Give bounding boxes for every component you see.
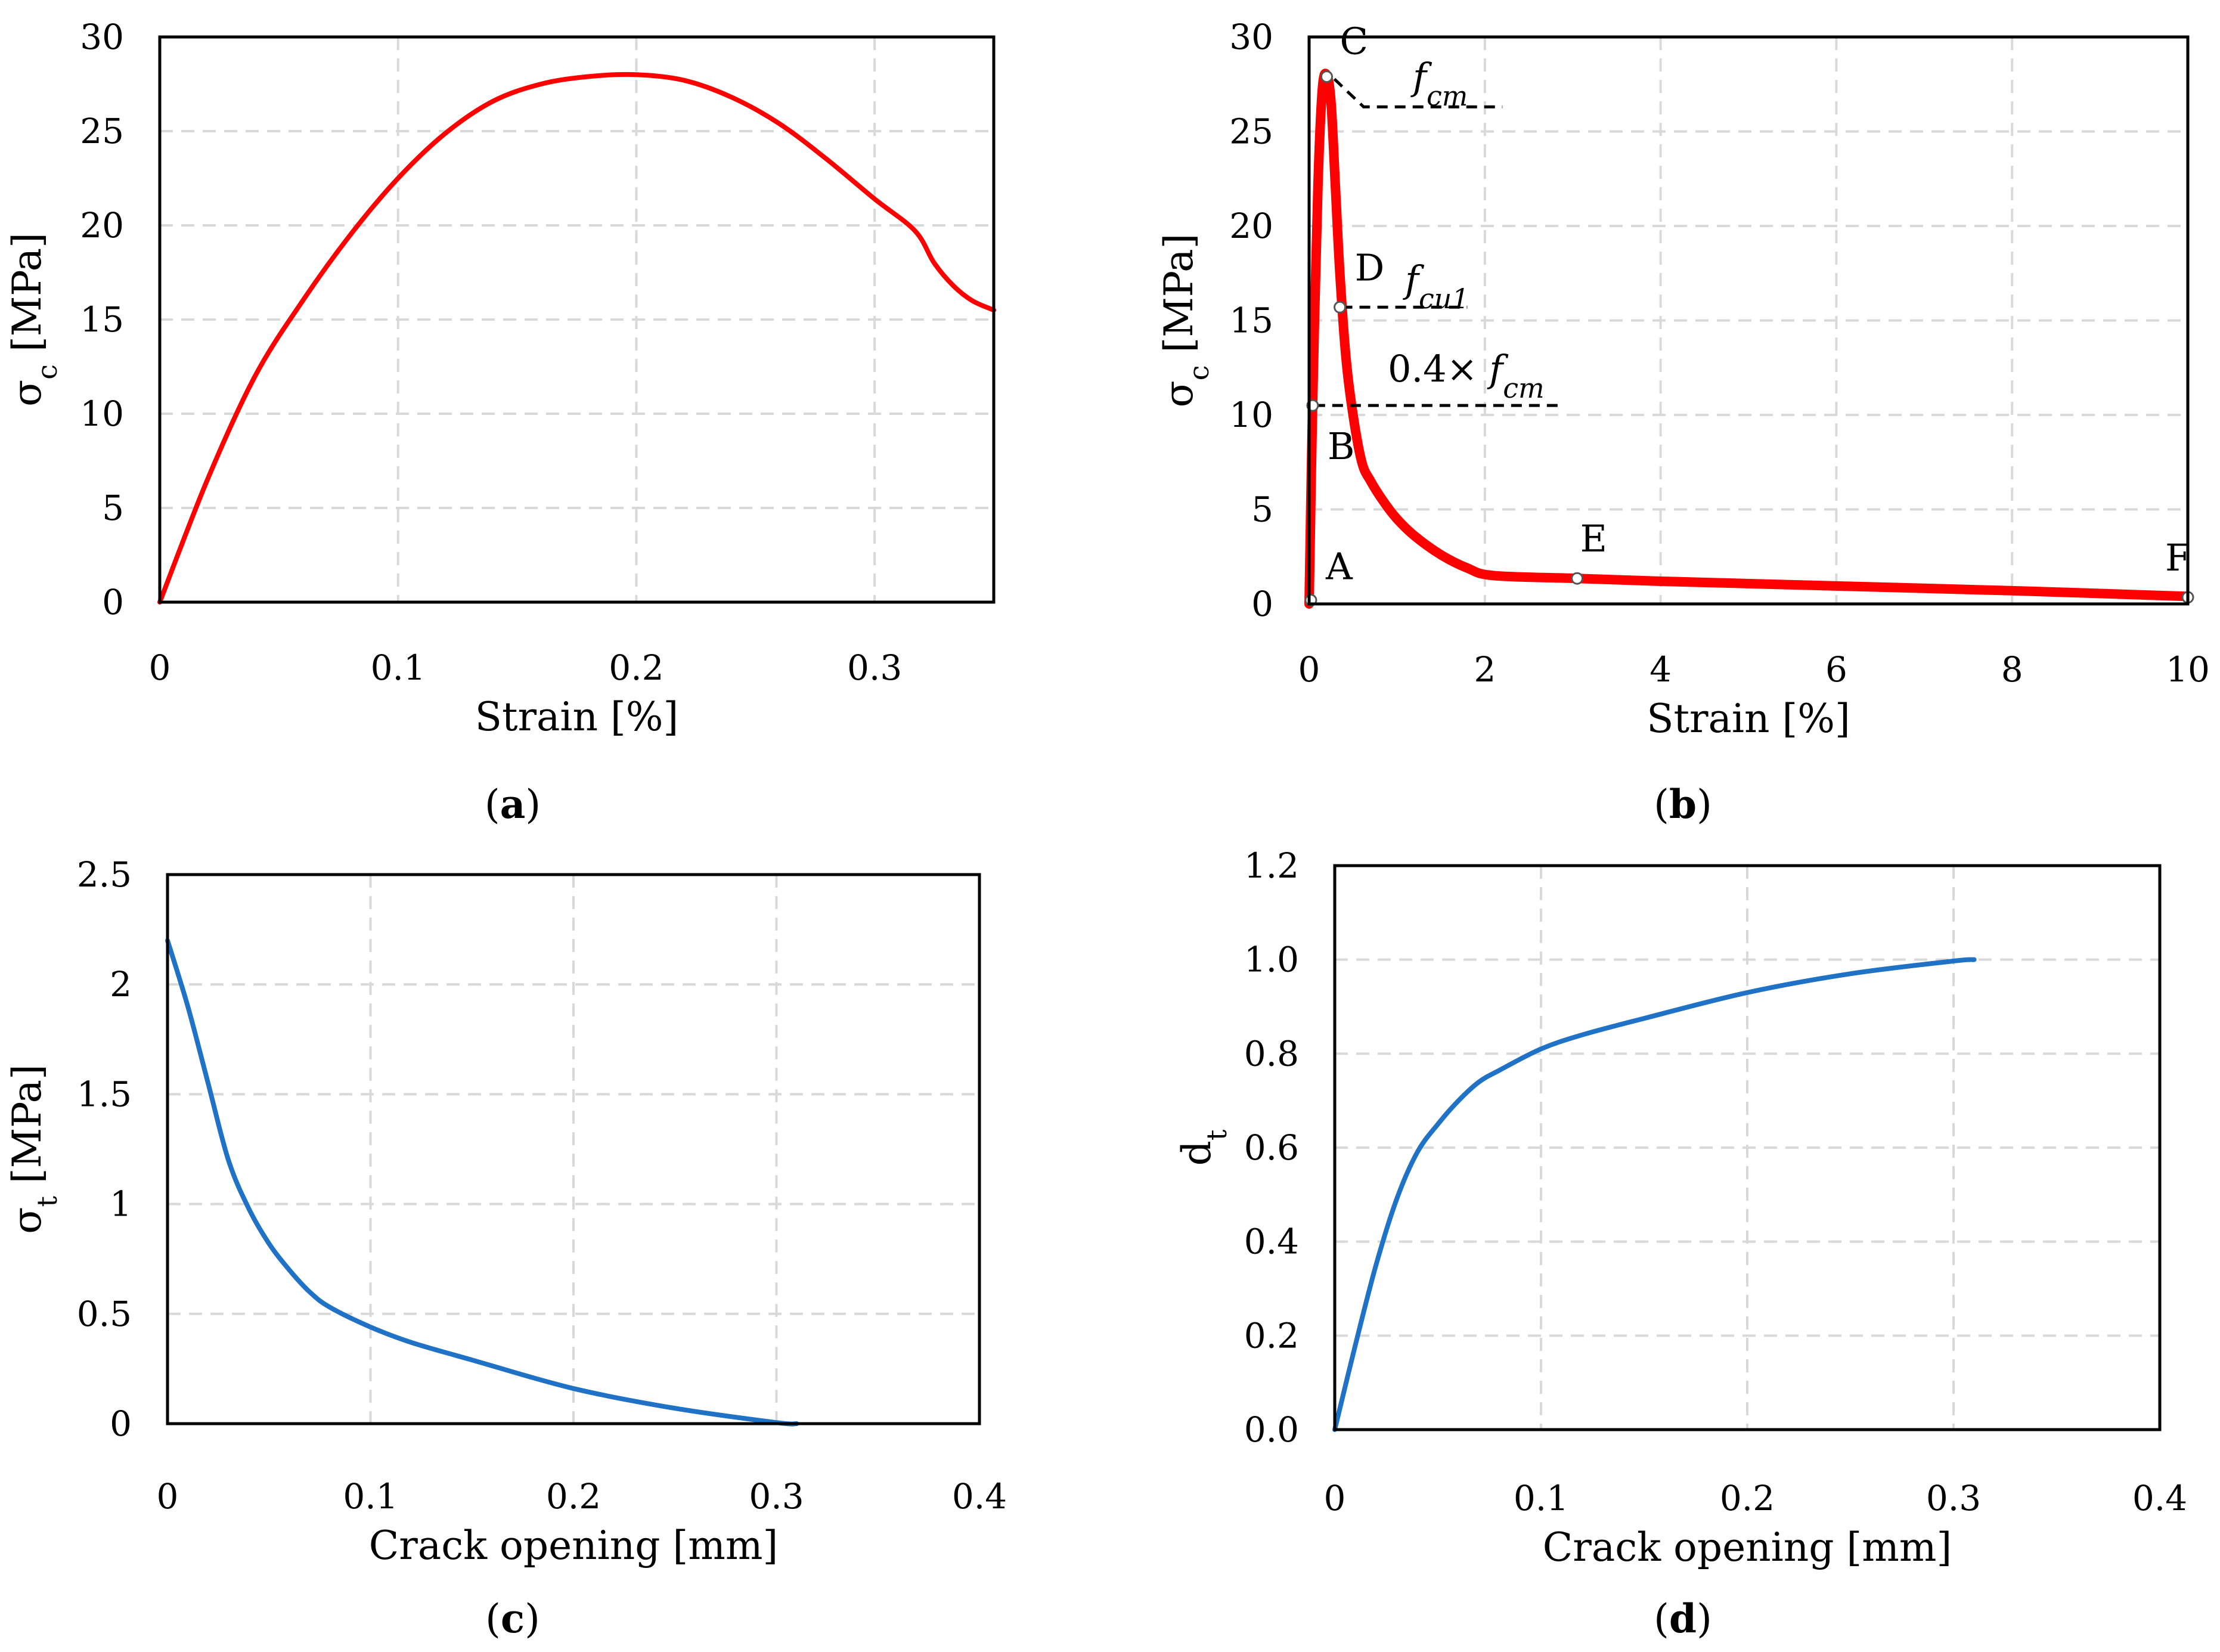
c-ytick-label: 0.5 xyxy=(77,1294,132,1334)
b-xtick-label: 10 xyxy=(2166,649,2210,690)
b-ytick-label: 10 xyxy=(1229,395,1273,435)
a-y-axis-subscript: c xyxy=(31,364,63,380)
a-ytick-label: 20 xyxy=(80,205,124,246)
panel-caption-c: (c) xyxy=(485,1595,540,1642)
b-xtick-label: 4 xyxy=(1650,649,1672,690)
c-ytick-label: 1.5 xyxy=(77,1074,132,1114)
c-y-axis-unit: [MPa] xyxy=(4,1064,50,1196)
a-series-line xyxy=(157,72,996,605)
a-ytick-label: 15 xyxy=(80,299,124,340)
panel-caption-b: (b) xyxy=(1654,781,1712,827)
c-xtick-label: 0.4 xyxy=(952,1476,1007,1517)
b-series-line xyxy=(1304,69,2193,609)
a-y-axis-unit: [MPa] xyxy=(4,233,50,364)
b-ytick-label: 5 xyxy=(1251,489,1273,530)
d-xtick-label: 0.4 xyxy=(2132,1478,2187,1518)
b-ytick-label: 30 xyxy=(1229,17,1273,57)
a-ytick-label: 5 xyxy=(102,488,124,528)
a-plot-frame xyxy=(158,35,996,604)
b-point-label-B: B xyxy=(1328,424,1355,468)
panel-a: 0 0.1 0.2 0.3 0 5 10 15 20 25 30 Strain [%] σc [MPa] xyxy=(4,17,996,740)
b-point-label-D: D xyxy=(1355,246,1385,289)
panel-c: 0 0.1 0.2 0.3 0.4 0 0.5 1 1.5 2 2.5 Crack opening [… xyxy=(4,854,1007,1569)
b-point-E xyxy=(1571,572,1584,585)
c-ytick-label: 0 xyxy=(110,1403,132,1444)
d-ytick-label: 0.0 xyxy=(1244,1409,1299,1450)
a-y-axis-label: σc [MPa] xyxy=(4,233,63,407)
b-annotation-04fcm: 0.4× fcm xyxy=(1388,347,1545,404)
c-y-axis-subscript: t xyxy=(31,1196,63,1207)
b-annotation-04fcm-part: 0.4× xyxy=(1388,347,1489,390)
b-xtick-label: 0 xyxy=(1298,649,1320,690)
d-y-axis-label: dt xyxy=(1174,1129,1233,1166)
b-ytick-label: 20 xyxy=(1229,206,1273,246)
d-xtick-label: 0.2 xyxy=(1720,1478,1775,1518)
c-ytick-label: 2 xyxy=(110,964,132,1005)
b-xtick-label: 2 xyxy=(1474,649,1496,690)
c-plot-frame xyxy=(166,873,981,1425)
panel-caption-a: (a) xyxy=(485,781,541,827)
d-ytick-label: 0.8 xyxy=(1244,1033,1299,1074)
d-y-axis-symbol: d xyxy=(1174,1140,1220,1166)
b-point-label-A: A xyxy=(1325,545,1353,588)
d-ytick-label: 0.6 xyxy=(1244,1127,1299,1168)
a-x-axis-label: Strain [%] xyxy=(475,694,678,740)
b-ytick-label: 0 xyxy=(1251,584,1273,624)
b-point-label-C: C xyxy=(1340,20,1368,63)
a-ytick-label: 10 xyxy=(80,393,124,434)
d-xtick-label: 0.1 xyxy=(1514,1478,1568,1518)
b-point-D xyxy=(1334,300,1347,314)
d-ytick-label: 0.2 xyxy=(1244,1315,1299,1356)
b-point-label-E: E xyxy=(1580,517,1607,560)
b-xtick-label: 8 xyxy=(2001,649,2023,690)
b-ytick-label: 15 xyxy=(1229,300,1273,341)
b-annotation-fcm: fcm xyxy=(1410,55,1468,112)
d-ytick-label: 1.0 xyxy=(1244,940,1299,980)
a-ytick-label: 30 xyxy=(80,17,124,57)
b-point-C xyxy=(1320,70,1333,83)
b-y-axis-label: σc [MPa] xyxy=(1156,234,1215,408)
c-ytick-label: 1 xyxy=(110,1184,132,1225)
d-x-axis-label: Crack opening [mm] xyxy=(1543,1524,1952,1570)
a-xtick-label: 0.2 xyxy=(609,647,663,688)
b-y-axis-subscript: c xyxy=(1183,365,1215,381)
b-leader-fcm xyxy=(1333,78,1503,109)
d-series-line xyxy=(1332,957,1977,1432)
c-xtick-label: 0.2 xyxy=(546,1476,601,1517)
b-y-axis-unit: [MPa] xyxy=(1156,234,1202,365)
panel-b: 0 2 4 6 8 10 0 5 10 15 20 25 30 Strain [%] σc [MPa] fcm… xyxy=(1156,17,2210,742)
c-y-axis-symbol: σ xyxy=(4,1207,50,1234)
d-ytick-label: 0.4 xyxy=(1244,1222,1299,1262)
d-xtick-label: 0 xyxy=(1324,1478,1346,1518)
b-annotation-04fcm-part: cm xyxy=(1503,372,1544,404)
b-plot-frame xyxy=(1307,35,2190,606)
a-xtick-label: 0.1 xyxy=(371,647,426,688)
d-plot-frame xyxy=(1333,864,2162,1431)
c-y-axis-label: σt [MPa] xyxy=(4,1064,63,1233)
a-y-axis-symbol: σ xyxy=(4,380,50,407)
a-xtick-label: 0 xyxy=(149,647,171,688)
d-ytick-label: 1.2 xyxy=(1244,845,1299,886)
a-ytick-label: 0 xyxy=(102,582,124,622)
b-ytick-label: 25 xyxy=(1229,111,1273,152)
b-annotation-fcu1-part: cu1 xyxy=(1419,283,1469,315)
c-xtick-label: 0.1 xyxy=(343,1476,398,1517)
c-xtick-label: 0.3 xyxy=(749,1476,804,1517)
b-annotation-fcu1: fcu1 xyxy=(1403,258,1469,315)
a-ytick-label: 25 xyxy=(80,111,124,151)
c-x-axis-label: Crack opening [mm] xyxy=(369,1523,778,1569)
panel-d: 0 0.1 0.2 0.3 0.4 0.0 0.2 0.4 0.6 0.8 1.0 1.2 Crack … xyxy=(1174,845,2187,1570)
b-annotation-fcm-part: cm xyxy=(1427,80,1468,112)
d-xtick-label: 0.3 xyxy=(1926,1478,1981,1518)
a-xtick-label: 0.3 xyxy=(847,647,902,688)
panel-caption-d: (d) xyxy=(1654,1595,1712,1642)
c-ytick-label: 2.5 xyxy=(77,854,132,895)
b-xtick-label: 6 xyxy=(1825,649,1847,690)
b-y-axis-symbol: σ xyxy=(1156,380,1202,407)
d-y-axis-subscript: t xyxy=(1201,1129,1233,1140)
c-xtick-label: 0 xyxy=(157,1476,179,1517)
b-x-axis-label: Strain [%] xyxy=(1647,696,1850,742)
c-series-line xyxy=(165,938,799,1427)
